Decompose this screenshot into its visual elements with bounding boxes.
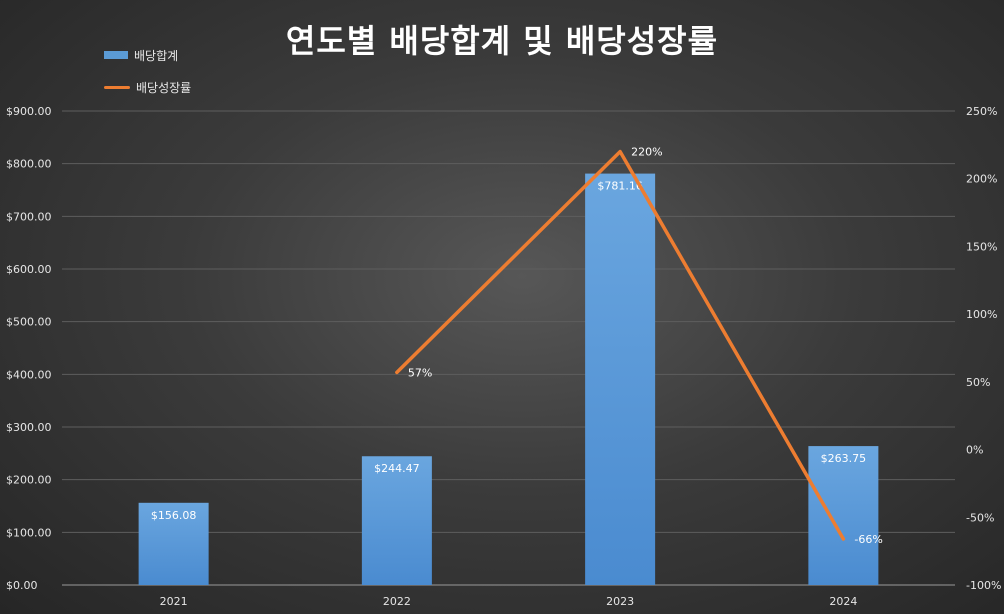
y-left-tick-label: $800.00 <box>6 158 52 171</box>
y-left-tick-label: $700.00 <box>6 210 52 223</box>
x-tick-label: 2021 <box>160 595 188 608</box>
legend-item-line: 배당성장률 <box>104 78 191 96</box>
bar <box>361 456 432 585</box>
line-data-label: -66% <box>854 533 882 546</box>
chart-title: 연도별 배당합계 및 배당성장률 <box>285 22 719 60</box>
y-right-tick-label: 0% <box>966 444 983 457</box>
bar-data-label: $263.75 <box>821 452 867 465</box>
bar <box>808 446 879 585</box>
y-left-tick-label: $300.00 <box>6 421 52 434</box>
y-right-tick-label: 150% <box>966 240 997 253</box>
y-left-tick-label: $900.00 <box>6 105 52 118</box>
y-left-tick-label: $600.00 <box>6 263 52 276</box>
line-point <box>618 150 622 154</box>
legend-swatch-line <box>104 85 130 89</box>
y-right-tick-label: -50% <box>966 511 994 524</box>
y-left-tick-label: $200.00 <box>6 474 52 487</box>
y-right-tick-label: 50% <box>966 376 990 389</box>
chart-legend: 배당합계 배당성장률 <box>104 46 191 110</box>
legend-item-bar: 배당합계 <box>104 46 191 64</box>
legend-swatch-bar <box>104 51 128 59</box>
y-left-tick-label: $100.00 <box>6 526 52 539</box>
bar <box>585 173 656 586</box>
bar-data-label: $781.16 <box>597 180 643 193</box>
y-left-tick-label: $500.00 <box>6 316 52 329</box>
bar-data-label: $156.08 <box>151 509 197 522</box>
line-point <box>395 370 399 374</box>
bar-data-label: $244.47 <box>374 462 420 475</box>
line-data-label: 57% <box>408 366 432 379</box>
bar <box>138 502 209 585</box>
y-left-tick-label: $400.00 <box>6 368 52 381</box>
line-data-label: 220% <box>631 146 662 159</box>
legend-label-line: 배당성장률 <box>136 80 192 95</box>
y-right-tick-label: 200% <box>966 173 997 186</box>
x-tick-label: 2024 <box>829 595 857 608</box>
x-tick-label: 2022 <box>383 595 411 608</box>
x-tick-label: 2023 <box>606 595 634 608</box>
y-right-tick-label: -100% <box>966 579 1001 592</box>
y-right-tick-label: 250% <box>966 105 997 118</box>
legend-label-bar: 배당합계 <box>134 48 179 63</box>
y-left-tick-label: $0.00 <box>6 579 38 592</box>
line-point <box>841 537 845 541</box>
y-right-tick-label: 100% <box>966 308 997 321</box>
